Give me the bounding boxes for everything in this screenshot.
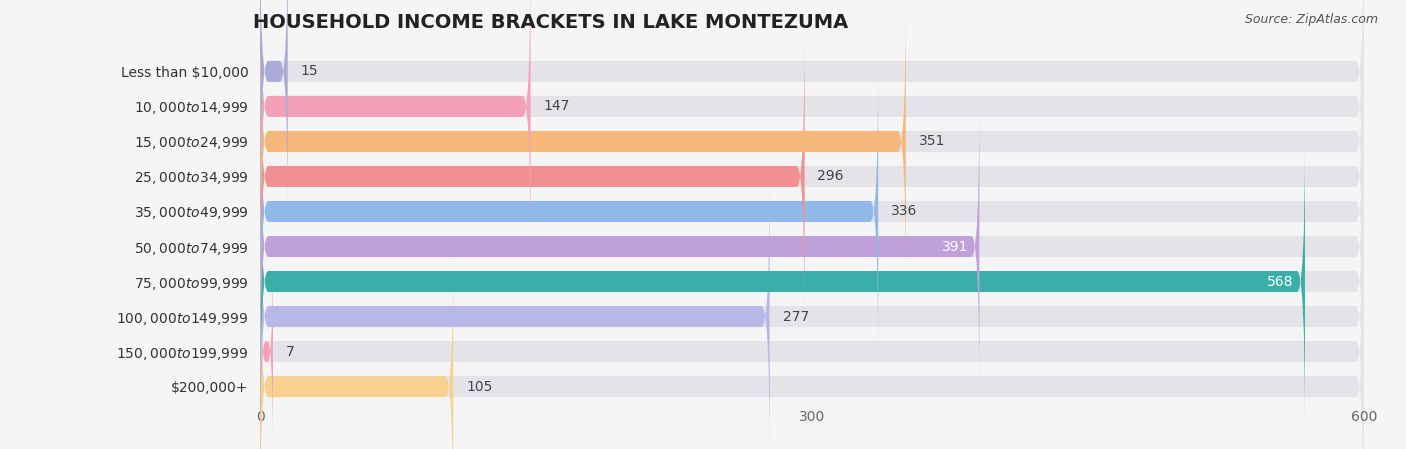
FancyBboxPatch shape — [260, 208, 1364, 449]
Text: 277: 277 — [783, 309, 808, 324]
FancyBboxPatch shape — [260, 0, 288, 215]
FancyBboxPatch shape — [260, 0, 905, 285]
FancyBboxPatch shape — [260, 103, 1364, 390]
FancyBboxPatch shape — [260, 243, 453, 449]
FancyBboxPatch shape — [260, 33, 804, 320]
Text: 147: 147 — [543, 99, 569, 114]
FancyBboxPatch shape — [260, 68, 879, 355]
Text: 15: 15 — [301, 64, 318, 79]
FancyBboxPatch shape — [260, 0, 1364, 215]
Text: 568: 568 — [1267, 274, 1294, 289]
FancyBboxPatch shape — [260, 33, 1364, 320]
FancyBboxPatch shape — [260, 138, 1364, 425]
Text: 351: 351 — [918, 134, 945, 149]
FancyBboxPatch shape — [260, 138, 1305, 425]
FancyBboxPatch shape — [260, 103, 980, 390]
FancyBboxPatch shape — [260, 0, 1364, 250]
Text: HOUSEHOLD INCOME BRACKETS IN LAKE MONTEZUMA: HOUSEHOLD INCOME BRACKETS IN LAKE MONTEZ… — [253, 13, 848, 32]
Text: 336: 336 — [891, 204, 918, 219]
FancyBboxPatch shape — [260, 0, 530, 250]
Text: Source: ZipAtlas.com: Source: ZipAtlas.com — [1244, 13, 1378, 26]
FancyBboxPatch shape — [260, 68, 1364, 355]
FancyBboxPatch shape — [260, 173, 1364, 449]
FancyBboxPatch shape — [260, 0, 1364, 285]
FancyBboxPatch shape — [260, 252, 273, 449]
Text: 296: 296 — [817, 169, 844, 184]
Text: 7: 7 — [285, 344, 295, 359]
Text: 105: 105 — [467, 379, 492, 394]
Text: 391: 391 — [942, 239, 969, 254]
FancyBboxPatch shape — [260, 173, 769, 449]
FancyBboxPatch shape — [260, 243, 1364, 449]
